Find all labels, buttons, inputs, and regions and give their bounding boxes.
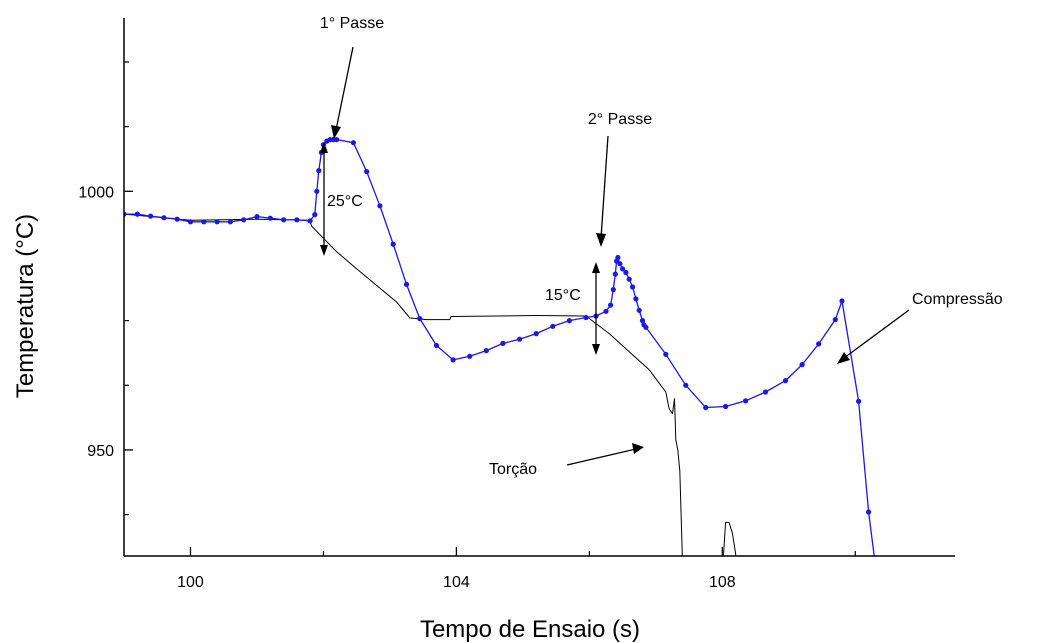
data-point-compressao-13 [294,217,300,223]
axes [123,18,955,557]
label-delta-15: 15°C [545,287,581,304]
label-delta-25: 25°C [327,193,363,210]
data-point-compressao-39 [583,314,589,321]
data-point-compressao-17 [316,168,322,174]
data-point-compressao-65 [816,341,822,347]
data-point-compressao-37 [550,323,556,329]
arrow-torcao [566,448,637,466]
data-point-compressao-51 [630,284,636,290]
data-point-compressao-70 [876,587,881,592]
arrow-compressao [843,309,910,359]
label-compressao: Compressão [912,291,1003,308]
data-point-compressao-10 [254,214,260,220]
data-point-compressao-67 [839,298,845,304]
series-layer [124,137,881,592]
arrowhead-2-passe [596,233,606,247]
data-point-compressao-5 [187,219,194,225]
label-2-passe: 2° Passe [588,111,652,128]
data-point-compressao-24 [350,140,356,146]
x-tick-label-100: 100 [177,574,204,591]
data-point-compressao-48 [620,266,626,272]
series-line-torcao [124,213,737,556]
data-point-compressao-9 [241,217,247,223]
data-point-compressao-8 [227,219,233,225]
data-point-compressao-49 [623,269,629,276]
data-point-compressao-3 [161,215,167,221]
data-point-compressao-29 [417,316,423,322]
data-point-compressao-46 [615,254,621,261]
data-point-compressao-36 [533,331,539,337]
data-point-compressao-23 [334,137,340,143]
x-tick-label-104: 104 [443,574,470,591]
data-point-compressao-64 [799,362,805,368]
data-point-compressao-43 [610,287,616,293]
arrowhead-torcao [632,443,644,454]
data-point-compressao-41 [603,308,609,314]
data-point-compressao-38 [566,318,573,324]
arrowhead-1-passe [331,125,341,139]
data-point-compressao-28 [403,281,410,287]
data-point-compressao-50 [626,276,632,282]
y-tick-label-950: 950 [87,443,114,460]
data-point-compressao-16 [314,188,320,194]
data-point-compressao-69 [866,509,872,515]
data-point-compressao-53 [636,307,642,313]
data-point-compressao-35 [517,336,523,342]
ticks-layer: 100 104 108 950 1000 [78,61,856,591]
data-point-compressao-26 [377,203,383,209]
annotations: 1° Passe 2° Passe Compressão Torção 25°C… [320,15,1003,478]
series-line-compressao [124,138,875,556]
data-point-compressao-1 [134,211,140,217]
y-tick-label-1000: 1000 [78,184,114,201]
arrow-1-passe [335,46,354,131]
data-point-compressao-32 [467,353,473,359]
data-point-compressao-34 [500,340,506,346]
data-point-compressao-68 [856,398,862,404]
arrowhead-compressao [837,352,850,364]
data-point-compressao-44 [612,271,618,277]
arrow-2-passe [600,135,609,239]
label-1-passe: 1° Passe [320,15,384,32]
data-point-compressao-42 [608,302,614,308]
data-point-compressao-25 [364,169,370,175]
delta-25-arrowhead-top [320,142,328,153]
data-point-compressao-47 [617,261,623,267]
data-point-compressao-2 [148,213,154,219]
x-axis-title: Tempo de Ensaio (s) [420,616,640,643]
delta-25: 25°C [320,142,363,256]
delta-15: 15°C [545,262,600,355]
data-point-compressao-7 [214,219,220,225]
y-axis-title: Temperatura (°C) [12,214,39,398]
data-point-compressao-60 [723,403,729,410]
data-point-compressao-66 [832,317,838,323]
data-point-compressao-11 [267,215,273,221]
data-point-compressao-15 [312,212,318,218]
data-point-compressao-54 [639,318,646,324]
data-point-compressao-61 [743,398,749,404]
delta-25-arrowhead-bottom [320,245,328,256]
data-point-compressao-52 [633,296,639,302]
data-point-compressao-31 [450,357,456,363]
data-point-compressao-14 [307,218,313,224]
data-point-compressao-63 [782,378,789,384]
data-point-compressao-4 [174,216,180,222]
data-point-compressao-59 [703,404,709,411]
data-point-compressao-33 [483,348,489,354]
data-point-compressao-6 [201,219,207,225]
data-point-compressao-62 [762,389,769,395]
data-point-compressao-12 [281,217,287,223]
data-point-compressao-58 [683,382,689,388]
data-point-compressao-57 [663,351,669,357]
x-tick-label-108: 108 [709,574,736,591]
data-point-compressao-30 [433,342,440,349]
delta-15-arrowhead-top [592,262,600,273]
delta-15-arrowhead-bottom [592,344,600,355]
data-point-compressao-56 [643,324,649,330]
label-torcao: Torção [489,461,537,478]
data-point-compressao-27 [390,241,396,247]
